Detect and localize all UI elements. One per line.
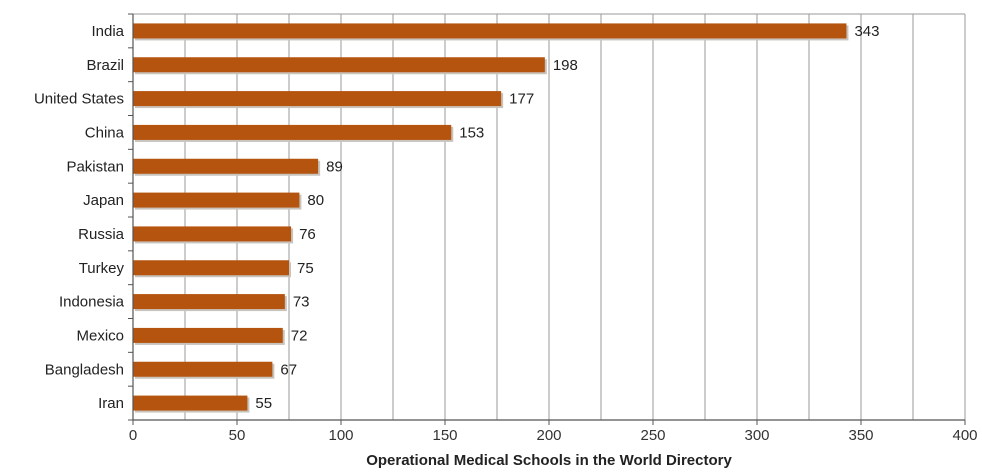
bar-russia (133, 226, 292, 242)
axes: 0 50 100 150 200 250 300 350 400 (128, 13, 978, 444)
category-label: Turkey (79, 260, 125, 277)
category-label: India (91, 23, 124, 40)
x-tick-label: 150 (432, 427, 457, 444)
value-label: 153 (459, 124, 484, 141)
value-label: 76 (299, 226, 316, 243)
bar-india (133, 23, 847, 39)
category-label: Japan (83, 192, 124, 209)
x-tick-label: 350 (848, 427, 873, 444)
bar-indonesia (133, 294, 285, 310)
value-label: 343 (854, 23, 879, 40)
bar-bangladesh (133, 361, 273, 377)
x-axis-title: Operational Medical Schools in the World… (366, 452, 732, 468)
x-tick-label: 0 (129, 427, 137, 444)
x-tick-label: 300 (744, 427, 769, 444)
value-label: 75 (297, 260, 314, 277)
value-label: 89 (326, 158, 343, 175)
bar-japan (133, 192, 300, 208)
category-label: Bangladesh (45, 361, 124, 378)
gridlines (133, 13, 966, 420)
value-label: 55 (255, 395, 272, 412)
value-label: 198 (553, 57, 578, 74)
bar-brazil (133, 57, 545, 73)
category-label: United States (34, 91, 124, 108)
value-label: 80 (307, 192, 324, 209)
bar-mexico (133, 327, 283, 343)
x-tick-label: 250 (640, 427, 665, 444)
category-label: Iran (98, 395, 124, 412)
category-label: Brazil (86, 57, 124, 74)
category-label: Pakistan (66, 158, 124, 175)
category-label: Mexico (76, 327, 124, 344)
bar-united-states (133, 91, 502, 107)
value-label: 73 (293, 294, 310, 311)
bar-china (133, 124, 452, 140)
category-label: Indonesia (59, 294, 125, 311)
category-label: China (85, 124, 125, 141)
category-label: Russia (78, 226, 125, 243)
labels: India 343 Brazil 198 United States 177 China 15… (34, 23, 880, 412)
x-tick-label: 200 (536, 427, 561, 444)
bar-turkey (133, 260, 289, 276)
value-label: 177 (509, 91, 534, 108)
x-tick-label: 400 (952, 427, 977, 444)
value-label: 67 (280, 361, 297, 378)
x-tick-label: 100 (328, 427, 353, 444)
bar-pakistan (133, 158, 319, 174)
x-tick-label: 50 (229, 427, 246, 444)
bars (133, 23, 849, 413)
value-label: 72 (291, 327, 308, 344)
bar-iran (133, 395, 248, 411)
